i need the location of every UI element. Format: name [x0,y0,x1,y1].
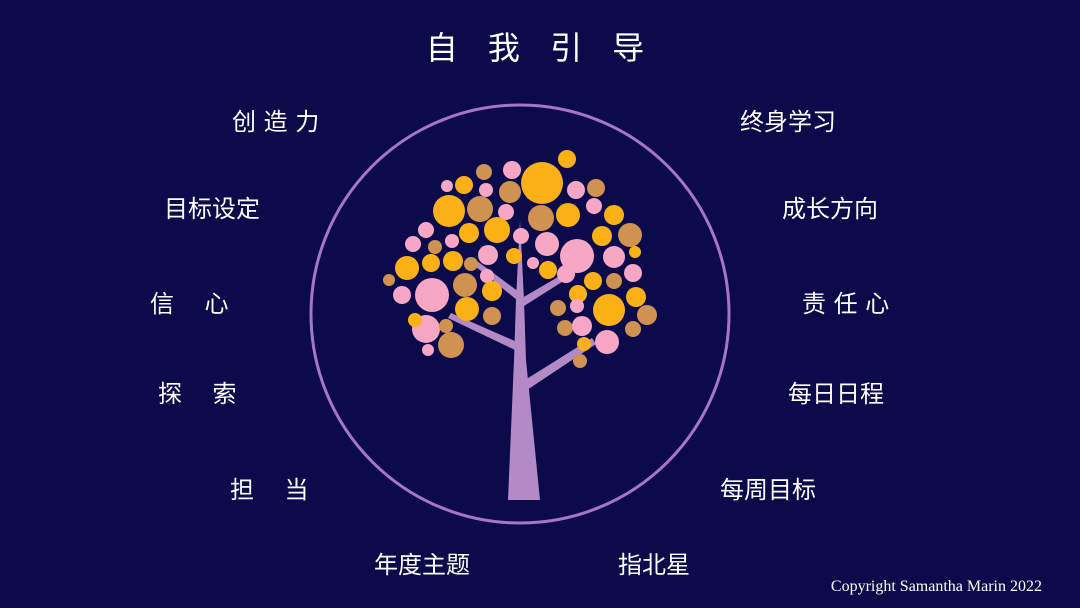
leaf-pink [441,180,453,192]
leaf-gold [521,162,563,204]
leaf-tan [587,179,605,197]
leaf-tan [467,196,493,222]
leaf-gold [604,205,624,225]
leaf-tan [453,273,477,297]
leaf-tan [483,307,501,325]
leaf-gold [558,150,576,168]
leaf-pink [405,236,421,252]
leaf-gold [455,176,473,194]
leaf-gold [455,297,479,321]
leaf-tan [438,332,464,358]
leaf-gold [556,203,580,227]
leaf-gold [569,285,587,303]
label-growth-direction: 成长方向 [782,195,878,223]
page-title: 自 我 引 导 [425,29,655,67]
leaf-pink [418,222,434,238]
leaf-pink [557,265,575,283]
label-daily-schedule: 每日日程 [788,380,884,408]
leaf-pink [422,344,434,356]
leaf-gold [443,251,463,271]
ring-circle [309,103,731,525]
label-north-star: 指北星 [618,551,690,579]
leaf-tan [383,274,395,286]
leaf-tan [528,205,554,231]
label-weekly-goals: 每周目标 [720,476,816,504]
leaf-gold [422,254,440,272]
leaf-pink [415,278,449,312]
label-exploration: 探 索 [158,380,237,408]
leaf-pink [570,299,584,313]
leaf-tan [625,321,641,337]
leaf-pink [479,183,493,197]
copyright-text: Copyright Samantha Marin 2022 [830,578,1042,595]
leaf-pink [603,246,625,268]
leaf-tan [557,320,573,336]
label-confidence: 信 心 [150,290,229,318]
leaf-gold [433,195,465,227]
leaf-pink [535,232,559,256]
leaf-gold [577,337,591,351]
leaf-pink [567,181,585,199]
leaf-tan [476,164,492,180]
leaf-pink [560,239,594,273]
leaf-gold [506,248,522,264]
leaf-gold [592,226,612,246]
leaf-gold [395,256,419,280]
leaf-pink [624,264,642,282]
leaf-pink [503,161,521,179]
leaf-gold [584,272,602,290]
leaf-pink [480,269,494,283]
branch-left-lower [448,313,517,350]
leaf-pink [513,228,529,244]
leaf-pink [595,330,619,354]
leaf-gold [408,313,422,327]
leaf-gold [626,287,646,307]
label-sense-of-responsibility: 责 任 心 [802,290,890,318]
leaf-pink [498,204,514,220]
leaf-tan [550,300,566,316]
leaf-pink [478,245,498,265]
leaf-tan [428,240,442,254]
tree-leaves [383,150,657,368]
leaf-pink [445,234,459,248]
label-creativity: 创 造 力 [232,108,320,136]
label-annual-theme: 年度主题 [374,551,470,579]
leaf-gold [629,246,641,258]
leaf-gold [539,261,557,279]
leaf-pink [393,286,411,304]
leaf-tan [606,273,622,289]
leaf-pink [586,198,602,214]
leaf-pink [572,316,592,336]
leaf-tan [637,305,657,325]
leaf-gold [593,294,625,326]
leaf-gold [459,223,479,243]
leaf-tan [439,319,453,333]
leaf-gold [482,281,502,301]
trunk [508,220,540,500]
leaf-tan [464,257,478,271]
leaf-pink [527,257,539,269]
leaf-gold [484,217,510,243]
label-lifelong-learning: 终身学习 [740,108,836,136]
leaf-tan [573,354,587,368]
label-goal-setting: 目标设定 [164,195,260,223]
branch-right-lower [525,338,596,390]
branch-left-upper [470,258,519,300]
leaf-tan [618,223,642,247]
leaf-tan [499,181,521,203]
label-responsibility-taking: 担 当 [230,476,309,504]
